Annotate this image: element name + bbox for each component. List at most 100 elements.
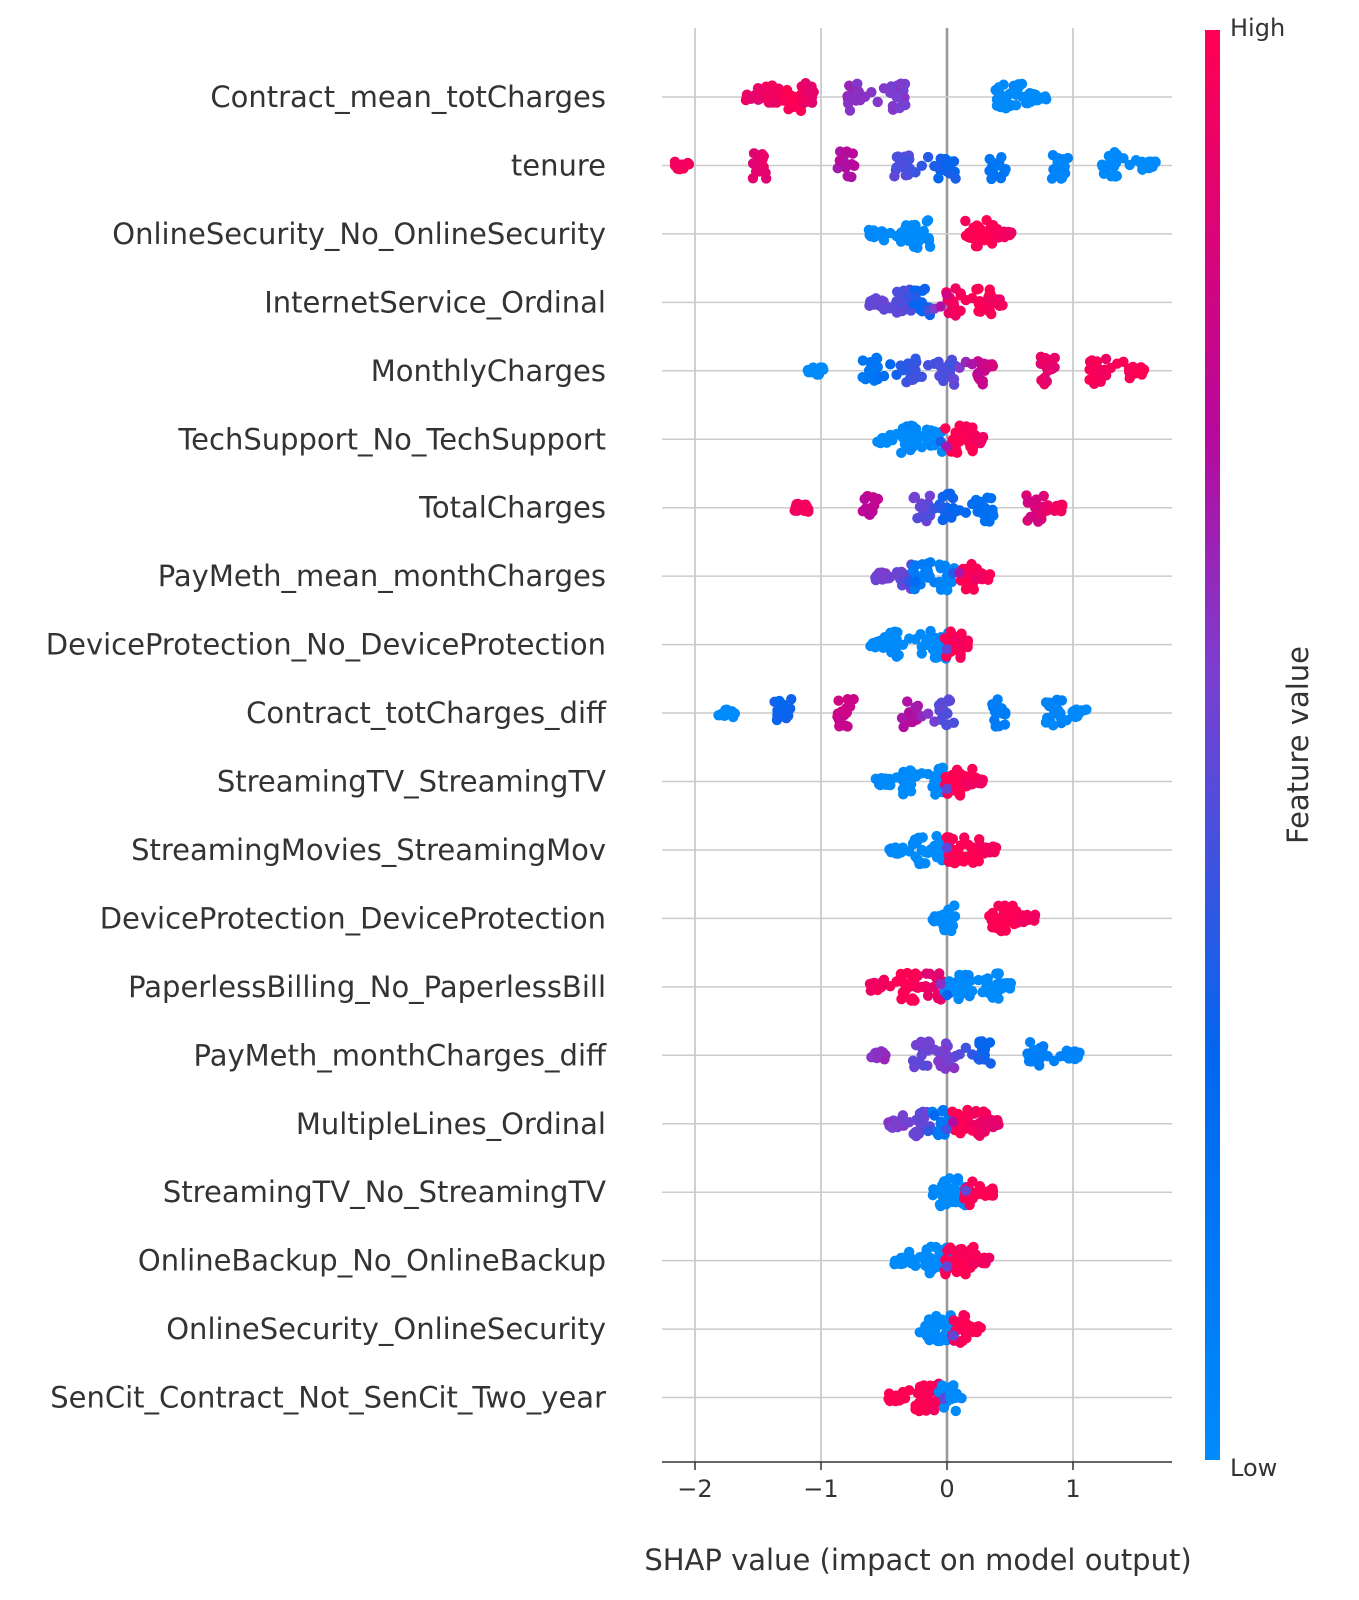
shap-point: [910, 576, 921, 587]
shap-point: [916, 502, 927, 513]
colorbar-gradient: [1205, 30, 1220, 1460]
shap-point: [910, 167, 921, 178]
shap-point: [796, 81, 807, 92]
shap-point-cluster: [1022, 1037, 1049, 1071]
x-tick-label: −1: [803, 1475, 838, 1503]
shap-point-cluster: [987, 694, 1011, 732]
shap-point: [916, 160, 927, 171]
colorbar: High Low Feature value: [1205, 14, 1315, 1482]
shap-point: [677, 160, 688, 171]
shap-point: [910, 435, 921, 446]
shap-point: [809, 365, 820, 376]
shap-point: [910, 701, 921, 713]
shap-point: [979, 1126, 990, 1137]
shap-point: [910, 1260, 921, 1272]
shap-point: [948, 1330, 959, 1341]
shap-point: [1010, 100, 1022, 111]
shap-point: [841, 160, 852, 171]
shap-point: [1017, 910, 1028, 921]
shap-point: [973, 1188, 984, 1200]
shap-point-cluster: [977, 1114, 1004, 1133]
shap-point: [918, 1060, 929, 1071]
shap-point: [933, 786, 944, 798]
shap-point: [960, 1317, 972, 1329]
x-tick-label: 0: [939, 1475, 954, 1503]
shap-point: [954, 784, 965, 796]
shap-point: [971, 563, 983, 574]
shap-point: [942, 719, 953, 730]
shap-point: [897, 364, 909, 376]
shap-point: [1000, 707, 1011, 718]
shap-point: [948, 857, 959, 868]
shap-point: [721, 707, 732, 719]
shap-point: [922, 425, 934, 436]
shap-point: [922, 768, 934, 780]
shap-point: [922, 510, 934, 521]
shap-point: [923, 235, 935, 246]
shap-point: [955, 840, 967, 851]
shap-point: [937, 514, 948, 526]
shap-point-cluster: [907, 557, 936, 595]
shap-point: [952, 1173, 964, 1184]
shap-point: [857, 355, 869, 366]
shap-point: [941, 783, 953, 795]
shap-point: [885, 779, 896, 791]
shap-point: [967, 293, 978, 304]
shap-point: [878, 635, 890, 646]
shap-point: [1046, 173, 1058, 184]
shap-point: [935, 978, 946, 990]
shap-point: [898, 721, 909, 733]
feature-label: PayMeth_monthCharges_diff: [194, 1038, 607, 1072]
shap-point: [891, 569, 902, 580]
shap-point: [960, 969, 971, 981]
shap-point: [1061, 1045, 1072, 1056]
feature-label: Contract_totCharges_diff: [246, 696, 607, 730]
shap-point: [991, 968, 1002, 979]
shap-point: [748, 148, 760, 159]
shap-point-cluster: [909, 215, 936, 253]
shap-point: [757, 149, 768, 160]
shap-point: [960, 1185, 972, 1196]
shap-point: [1047, 720, 1059, 731]
shap-point: [929, 160, 940, 172]
shap-point: [817, 363, 828, 374]
shap-point: [891, 295, 902, 307]
shap-point: [916, 1252, 927, 1263]
shap-point: [973, 504, 984, 516]
shap-point: [1057, 499, 1068, 511]
shap-point: [973, 367, 984, 378]
shap-point: [899, 92, 910, 103]
shap-point-cluster: [864, 293, 892, 312]
shap-point: [866, 502, 877, 513]
shap-point: [965, 425, 976, 437]
shap-point: [990, 843, 1001, 854]
shap-point-cluster: [832, 146, 860, 183]
shap-point: [904, 1385, 915, 1396]
shap-point: [909, 491, 920, 503]
shap-point: [846, 171, 857, 183]
colorbar-title: Feature value: [1281, 646, 1315, 844]
shap-point: [960, 1110, 972, 1122]
shap-point-cluster: [886, 78, 911, 115]
shap-point: [984, 284, 995, 295]
shap-point: [941, 1261, 953, 1272]
shap-point: [929, 775, 940, 787]
shap-point: [859, 493, 870, 505]
shap-point: [1008, 80, 1020, 92]
shap-point: [901, 421, 913, 432]
shap-point-cluster: [883, 1388, 911, 1407]
shap-point: [960, 215, 971, 227]
shap-point: [832, 708, 844, 719]
shap-point: [922, 847, 934, 859]
shap-point: [752, 160, 764, 171]
shap-point: [1055, 708, 1066, 719]
shap-point: [964, 1199, 975, 1211]
shap-point: [924, 490, 936, 501]
shap-point: [954, 1049, 965, 1060]
shap-point: [954, 305, 965, 317]
shap-point: [891, 976, 902, 987]
shap-point: [931, 1126, 942, 1137]
shap-point: [872, 981, 883, 993]
feature-label: PayMeth_mean_monthCharges: [158, 559, 606, 593]
shap-point: [992, 224, 1003, 235]
